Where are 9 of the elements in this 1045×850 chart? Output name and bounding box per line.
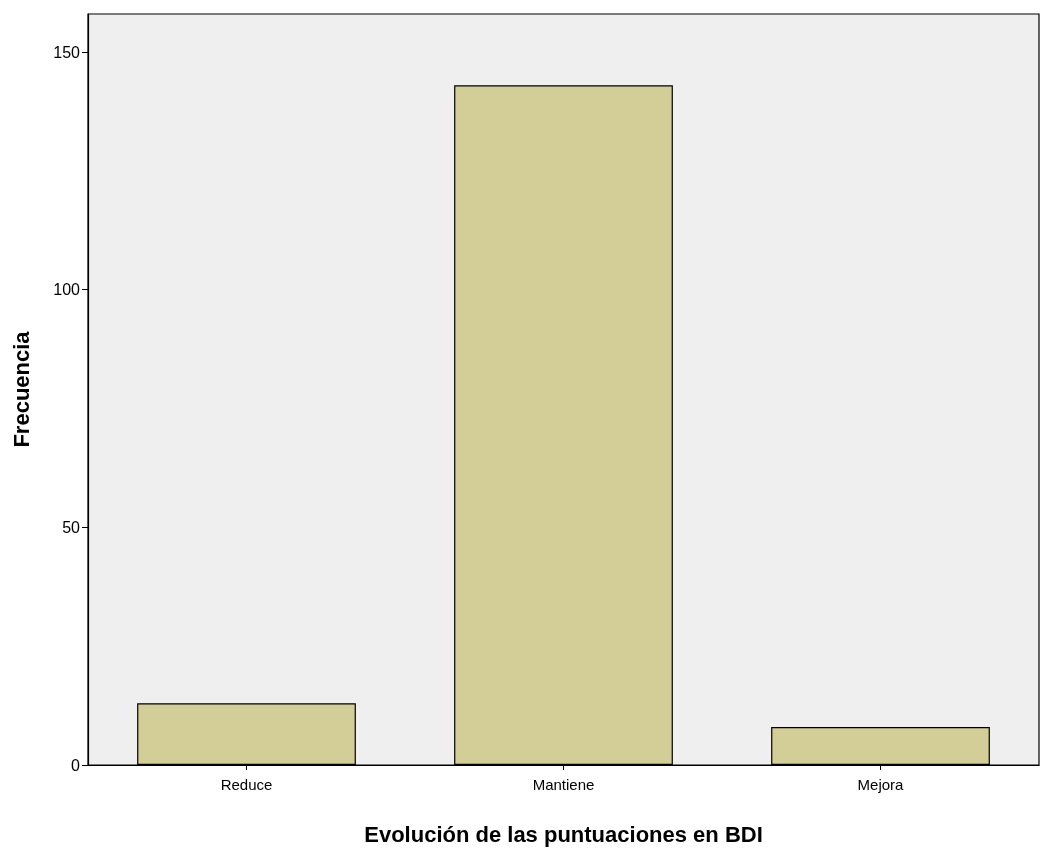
y-axis-title: Frecuencia	[8, 330, 34, 448]
x-tick-label: Mantiene	[532, 776, 595, 793]
y-tick-label: 0	[71, 756, 81, 774]
x-tick-label: Mejora	[857, 776, 905, 793]
y-tick-label: 50	[62, 518, 81, 536]
y-tick-label: 100	[53, 281, 81, 299]
y-tick-label: 150	[53, 43, 81, 61]
x-tick-label: Reduce	[220, 776, 273, 793]
x-axis-title: Evolución de las puntuaciones en BDI	[364, 821, 763, 847]
